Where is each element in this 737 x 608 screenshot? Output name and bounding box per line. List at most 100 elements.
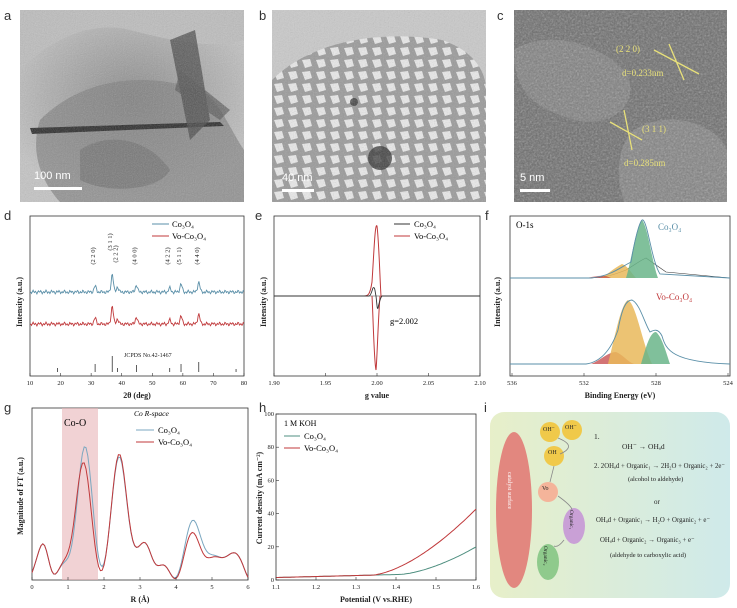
lsv-chart: 1 M KOH Co₃O₄ Vo-Co₃O₄ 1.1 1.2 1.3 1.4 1.5 1.… — [255, 411, 481, 604]
mechanism-scheme: OH⁻ OH⁻ OH Vo Organic₁ Organic₂ catalyst… — [488, 406, 732, 602]
tick-label: 0 — [30, 584, 33, 591]
lsv-title: 1 M KOH — [284, 419, 317, 428]
scheme-step-2: 2. 2OHₐd + Organic₁ → 2H₂O + Organic₂ + … — [594, 463, 726, 470]
xps-vo-envelope — [510, 299, 731, 365]
xrd-x-label: 2θ (deg) — [123, 391, 151, 400]
xrd-reference-lines — [57, 356, 237, 372]
tick-label: 532 — [579, 380, 589, 387]
tick-label: 20 — [268, 544, 275, 551]
exafs-region-label: Co-O — [64, 418, 86, 429]
exafs-x-ticks: 0 1 2 3 4 5 6 — [30, 577, 250, 591]
lsv-series-vo-co3o4 — [276, 508, 477, 578]
tick-label: 1.3 — [352, 584, 360, 591]
xps-co3o4-peak-green — [626, 220, 658, 278]
bubble-label-oh-1: OH⁻ — [543, 427, 555, 433]
tick-label: 2.05 — [423, 380, 434, 387]
xrd-legend-vo: Vo-Co₃O₄ — [172, 231, 206, 241]
panel-letter-a: a — [4, 8, 12, 23]
tem-texture-b — [272, 10, 486, 202]
catalyst-surface — [496, 432, 532, 588]
panel-letter-c: c — [497, 8, 504, 23]
bubble-organic2 — [537, 544, 559, 580]
hrtem-dspacing-220: d=0.233nm — [622, 68, 664, 78]
scale-bar-a — [34, 187, 82, 190]
bubble-oh-1 — [540, 422, 560, 442]
panel-letter-f: f — [485, 208, 489, 223]
bubble-label-oh-2: OH⁻ — [565, 425, 577, 431]
scheme-step-1-number: 1. — [594, 432, 600, 441]
epr-y-label: Intensity (a.u.) — [259, 277, 268, 327]
bubble-vo — [538, 482, 558, 502]
tick-label: 1.5 — [432, 584, 440, 591]
scale-bar-label-c: 5 nm — [520, 172, 545, 184]
bubble-label-oh-ad: OH — [548, 450, 557, 456]
tick-label: 80 — [268, 444, 275, 451]
tem-image-a: 100 nm — [20, 10, 244, 202]
xrd-chart: Co₃O₄ Vo-Co₃O₄ (2 2 0) (3 1 1)(2 2 2) (4 0… — [15, 215, 248, 400]
tem-image-b: 40 nm — [272, 10, 486, 202]
lsv-frame — [275, 413, 477, 581]
tick-label: 5 — [210, 584, 213, 591]
lsv-legend-co3o4: Co₃O₄ — [304, 431, 326, 441]
tick-label: 1.90 — [268, 380, 279, 387]
xrd-series-vo-co3o4 — [29, 305, 245, 327]
scale-bar-label-b: 40 nm — [282, 172, 313, 184]
bubble-label-vo: Vo — [542, 486, 549, 492]
xps-label-vo: Vo-Co₃O₄ — [656, 292, 692, 302]
tick-label: 1.95 — [320, 380, 331, 387]
xps-x-ticks: 536 532 528 524 — [507, 373, 734, 387]
tick-label: 50 — [149, 380, 156, 387]
scheme-background — [490, 412, 730, 598]
xps-y-label: Intensity (a.u.) — [493, 277, 502, 327]
exafs-legend-co3o4: Co₃O₄ — [158, 425, 180, 435]
tick-label: 4 — [174, 584, 178, 591]
bubble-oh-ad — [544, 446, 564, 466]
scheme-step-3-note: (aldehyde to carboxylic acid) — [610, 552, 686, 559]
hrtem-dspacing-311: d=0.285nm — [624, 158, 666, 168]
scheme-or: or — [654, 498, 660, 506]
xrd-peak-label: (5 1 1) — [176, 247, 183, 264]
lsv-series-co3o4 — [276, 546, 477, 578]
tick-label: 40 — [268, 511, 275, 518]
hrtem-texture-c — [514, 10, 727, 202]
exafs-x-label: R (Å) — [131, 595, 150, 604]
tick-label: 20 — [57, 380, 64, 387]
xrd-peak-label: (4 2 2) — [165, 247, 172, 264]
panel-letter-e: e — [255, 208, 263, 223]
xrd-peak-label: (4 4 0) — [194, 247, 201, 264]
lsv-y-label: Current density (mA cm⁻²) — [255, 451, 264, 544]
epr-chart: Co₃O₄ Vo-Co₃O₄ g=2.002 1.90 1.95 2.00 2.05 2… — [259, 215, 486, 400]
tick-label: 30 — [88, 380, 95, 387]
lsv-legend-vo: Vo-Co₃O₄ — [304, 443, 338, 453]
exafs-series-vo-co3o4 — [31, 454, 249, 580]
xps-vo-peak-orange — [608, 300, 652, 364]
epr-series-vo-co3o4-up — [274, 225, 480, 297]
tick-label: 80 — [241, 380, 248, 387]
bubble-label-catalyst: catalyst surface — [506, 472, 512, 510]
scheme-step-1: OH⁻ → OHₐd — [622, 442, 665, 451]
tick-label: 0 — [271, 577, 274, 584]
bubble-organic1 — [563, 508, 585, 544]
panel-letter-d: d — [4, 208, 12, 223]
xrd-x-ticks: 10 20 30 40 50 60 70 80 — [27, 373, 248, 387]
tick-label: 1.1 — [272, 584, 280, 591]
epr-x-label: g value — [365, 391, 390, 400]
epr-series-vo-co3o4-down — [371, 295, 381, 371]
tick-label: 60 — [268, 477, 275, 484]
bubble-label-organic2: Organic₂ — [542, 546, 548, 566]
tick-label: 60 — [180, 380, 187, 387]
xps-vo-peak-green — [641, 332, 670, 364]
exafs-legend-vo: Vo-Co₃O₄ — [158, 437, 192, 447]
xrd-peak-label: (2 2 0) — [90, 247, 97, 264]
scale-bar-b — [282, 189, 314, 192]
hrtem-image-c: (2 2 0) d=0.233nm (3 1 1) d=0.285nm 5 nm — [514, 10, 727, 202]
bubble-label-organic1: Organic₁ — [568, 510, 574, 530]
tick-label: 10 — [27, 380, 34, 387]
tick-label: 528 — [651, 380, 661, 387]
xps-co3o4-envelope — [510, 219, 731, 279]
xrd-peak-labels: (2 2 0) (3 1 1)(2 2 2) (4 0 0) (4 2 2) (5 1 … — [90, 233, 201, 264]
epr-series-co3o4 — [274, 287, 480, 309]
xps-x-label: Binding Energy (eV) — [585, 391, 656, 400]
tick-label: 70 — [210, 380, 217, 387]
scheme-step-3a: OHₐd + Organic₁ → H₂O + Organic₂ + e⁻ — [596, 517, 711, 524]
